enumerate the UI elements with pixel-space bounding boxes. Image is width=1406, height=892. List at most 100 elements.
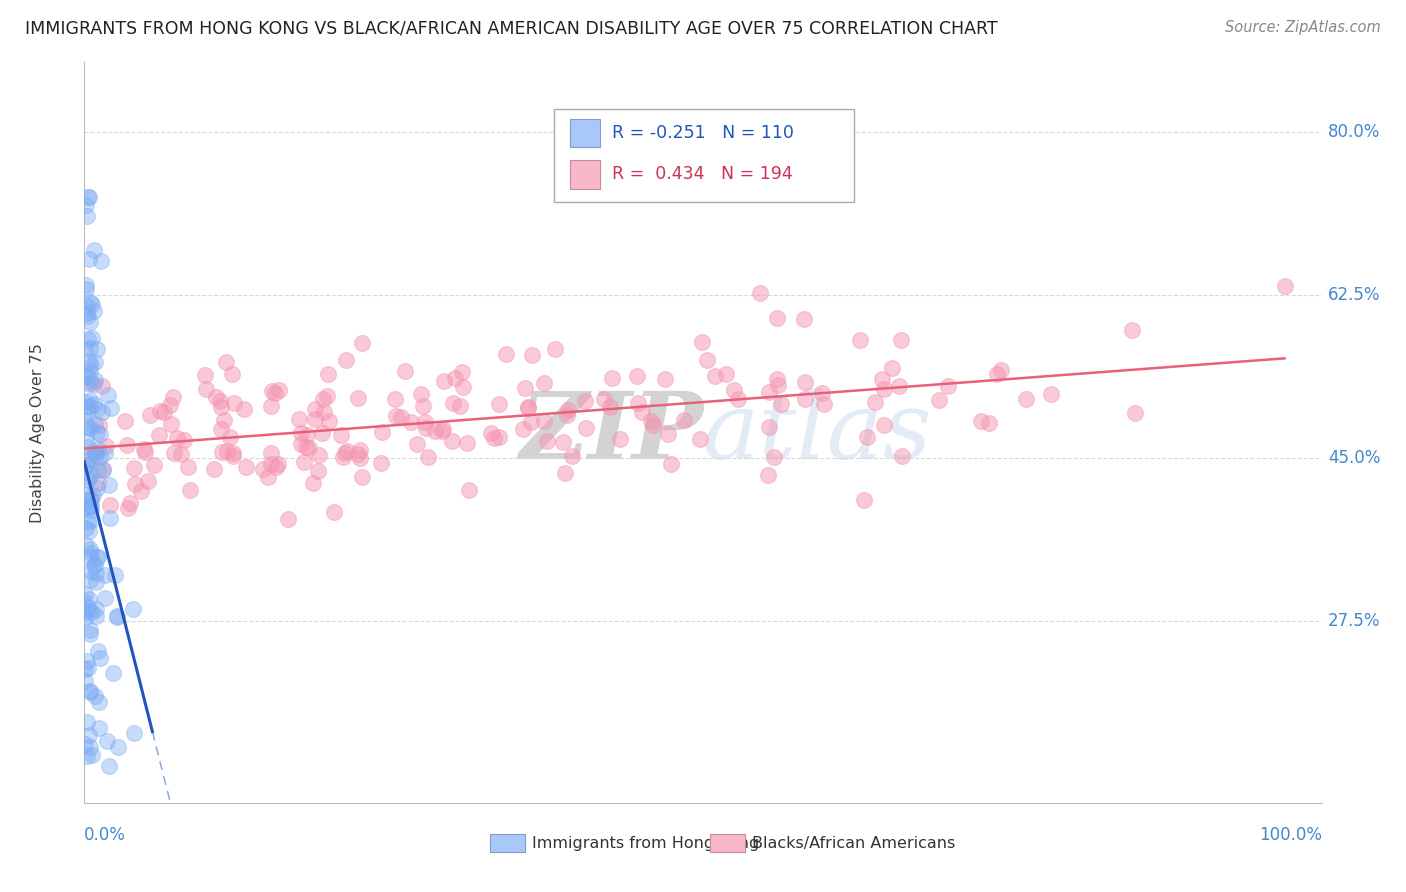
Point — [177, 460, 200, 475]
Point — [205, 391, 228, 405]
Point — [76, 210, 98, 224]
Point — [215, 354, 238, 368]
Point — [222, 450, 245, 464]
Bar — [491, 834, 524, 853]
Point — [83, 243, 105, 257]
Point — [82, 488, 104, 502]
Point — [371, 425, 394, 439]
Point — [370, 456, 392, 470]
Point — [120, 495, 142, 509]
Point — [84, 566, 107, 581]
Point — [148, 428, 170, 442]
Point — [75, 521, 97, 535]
Point — [77, 604, 100, 618]
Point — [252, 461, 274, 475]
Point — [84, 602, 107, 616]
Point — [73, 662, 96, 676]
Point — [80, 467, 103, 481]
Point — [97, 758, 120, 772]
Point — [704, 368, 727, 383]
Point — [163, 446, 186, 460]
Point — [89, 418, 111, 433]
Point — [458, 483, 481, 497]
Point — [433, 374, 456, 388]
Point — [1015, 392, 1038, 406]
Point — [758, 419, 780, 434]
Point — [208, 394, 231, 409]
Point — [77, 599, 100, 614]
Point — [75, 277, 97, 292]
Point — [440, 434, 463, 448]
Point — [211, 445, 233, 459]
Point — [574, 393, 596, 408]
Point — [73, 368, 96, 383]
Point — [77, 661, 100, 675]
Point — [73, 594, 96, 608]
Point — [260, 446, 283, 460]
Point — [873, 418, 896, 433]
Point — [73, 395, 96, 409]
Point — [765, 311, 787, 326]
Text: Source: ZipAtlas.com: Source: ZipAtlas.com — [1225, 20, 1381, 35]
Point — [513, 381, 536, 395]
Point — [870, 372, 893, 386]
Point — [517, 400, 540, 414]
Point — [990, 363, 1012, 377]
Point — [115, 438, 138, 452]
Point — [352, 470, 374, 484]
Text: Blacks/African Americans: Blacks/African Americans — [752, 836, 956, 851]
Point — [307, 465, 329, 479]
Point — [77, 252, 100, 266]
Point — [75, 282, 97, 296]
Point — [76, 748, 98, 763]
Text: IMMIGRANTS FROM HONG KONG VS BLACK/AFRICAN AMERICAN DISABILITY AGE OVER 75 CORRE: IMMIGRANTS FROM HONG KONG VS BLACK/AFRIC… — [25, 20, 998, 37]
Point — [456, 436, 478, 450]
Point — [316, 389, 339, 403]
Point — [77, 728, 100, 742]
Point — [79, 315, 101, 329]
Point — [412, 399, 434, 413]
Point — [73, 607, 96, 621]
Point — [139, 409, 162, 423]
Point — [96, 734, 118, 748]
Point — [86, 342, 108, 356]
Point — [349, 442, 371, 457]
Point — [173, 433, 195, 447]
Point — [149, 403, 172, 417]
Point — [696, 352, 718, 367]
Point — [394, 364, 416, 378]
Point — [986, 367, 1008, 381]
Point — [80, 503, 103, 517]
Point — [1039, 386, 1062, 401]
Point — [73, 674, 96, 689]
Point — [86, 402, 108, 417]
Point — [83, 376, 105, 391]
Point — [630, 405, 652, 419]
Point — [609, 432, 631, 446]
Point — [107, 739, 129, 754]
Point — [79, 190, 101, 204]
Point — [82, 605, 104, 619]
Point — [77, 450, 100, 465]
Point — [76, 474, 98, 488]
Point — [73, 587, 96, 601]
Point — [76, 332, 98, 346]
Point — [94, 567, 117, 582]
Text: Disability Age Over 75: Disability Age Over 75 — [30, 343, 45, 523]
Point — [80, 546, 103, 560]
Point — [79, 364, 101, 378]
Point — [856, 429, 879, 443]
Point — [76, 376, 98, 390]
Point — [82, 331, 104, 345]
Point — [79, 627, 101, 641]
Point — [928, 392, 950, 407]
Point — [79, 451, 101, 466]
Point — [336, 443, 359, 458]
Point — [329, 428, 352, 442]
Point — [107, 610, 129, 624]
Point — [77, 500, 100, 514]
Point — [91, 379, 114, 393]
Point — [432, 421, 454, 435]
Point — [73, 342, 96, 356]
Point — [643, 417, 665, 432]
